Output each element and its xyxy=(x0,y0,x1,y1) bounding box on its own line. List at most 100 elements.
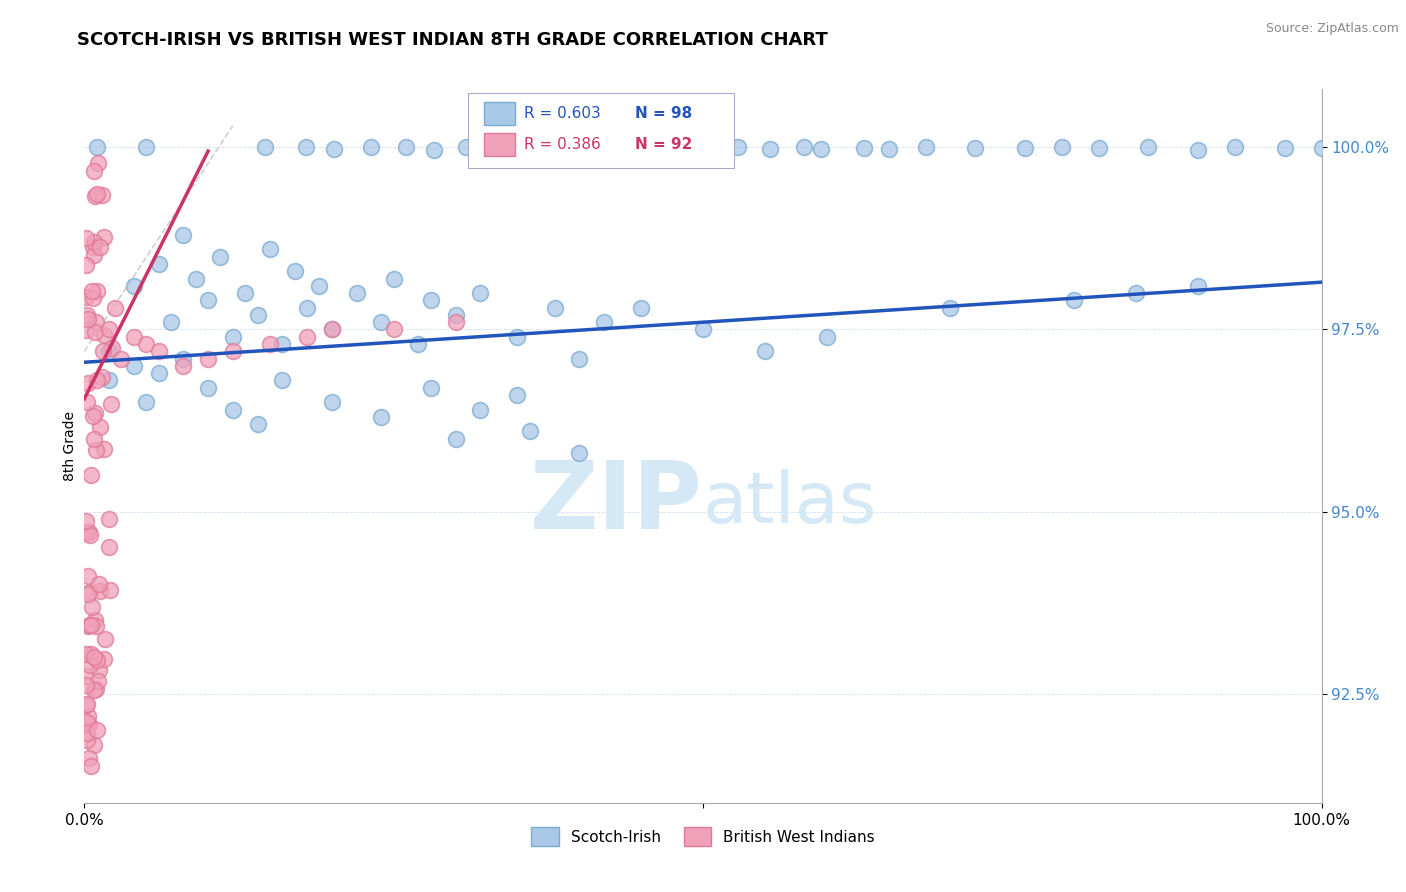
Point xyxy=(77,751,100,765)
Point xyxy=(616,141,638,155)
Point xyxy=(593,315,616,329)
Point xyxy=(84,443,107,458)
Point xyxy=(79,617,101,632)
Point xyxy=(454,140,477,154)
Point xyxy=(122,278,145,293)
Point xyxy=(135,140,157,154)
Point xyxy=(89,420,111,434)
Point xyxy=(568,446,591,460)
Point xyxy=(98,344,121,359)
Point xyxy=(419,381,441,395)
Point xyxy=(75,290,97,304)
Text: ZIP: ZIP xyxy=(530,457,703,549)
Point xyxy=(86,187,108,202)
Point xyxy=(91,344,114,359)
Point xyxy=(640,140,662,154)
Point xyxy=(79,658,101,673)
Point xyxy=(98,322,121,336)
Point xyxy=(93,328,115,343)
Point xyxy=(295,330,318,344)
Point xyxy=(321,395,343,409)
Point xyxy=(82,240,104,254)
Point xyxy=(76,395,98,409)
Point xyxy=(75,323,97,337)
Point xyxy=(75,698,97,712)
Text: SCOTCH-IRISH VS BRITISH WEST INDIAN 8TH GRADE CORRELATION CHART: SCOTCH-IRISH VS BRITISH WEST INDIAN 8TH … xyxy=(77,31,828,49)
Point xyxy=(1274,141,1296,155)
Point xyxy=(77,717,100,731)
Point xyxy=(86,374,108,388)
Point xyxy=(295,301,318,315)
Point xyxy=(86,723,108,737)
Point xyxy=(482,140,505,154)
Point xyxy=(707,140,730,154)
Point xyxy=(77,525,100,540)
Point xyxy=(470,286,492,301)
Point xyxy=(793,140,815,154)
Point xyxy=(259,337,281,351)
Point xyxy=(422,143,444,157)
Point xyxy=(79,618,101,632)
Point xyxy=(621,140,644,154)
Point xyxy=(1223,140,1246,154)
Point xyxy=(754,344,776,359)
Point xyxy=(382,271,405,285)
Point xyxy=(672,141,695,155)
Point xyxy=(76,733,98,747)
Point xyxy=(172,351,194,366)
Point xyxy=(77,586,100,600)
Point xyxy=(222,402,245,417)
Point xyxy=(914,140,936,154)
Point xyxy=(79,759,101,773)
Point xyxy=(75,668,97,682)
Point xyxy=(370,409,392,424)
Point xyxy=(360,140,382,154)
FancyBboxPatch shape xyxy=(484,133,515,155)
Point xyxy=(692,322,714,336)
Point xyxy=(1088,141,1111,155)
Point xyxy=(89,577,111,591)
Point xyxy=(444,432,467,446)
Point xyxy=(419,293,441,308)
Point xyxy=(965,141,987,155)
Point xyxy=(87,663,110,677)
Point xyxy=(76,726,98,740)
Point xyxy=(93,652,115,666)
Point xyxy=(75,677,97,691)
FancyBboxPatch shape xyxy=(468,93,734,168)
Point xyxy=(148,366,170,380)
Text: N = 92: N = 92 xyxy=(636,136,692,152)
Point xyxy=(84,315,107,329)
Point xyxy=(470,402,492,417)
Point xyxy=(727,140,749,154)
Point xyxy=(83,432,105,446)
Point xyxy=(97,512,120,526)
Point xyxy=(444,308,467,322)
Point xyxy=(75,647,97,661)
Point xyxy=(160,315,183,329)
Point xyxy=(98,374,121,388)
Point xyxy=(87,156,110,170)
Point xyxy=(75,514,97,528)
Point xyxy=(76,308,98,322)
Point xyxy=(89,584,111,599)
Point xyxy=(382,322,405,336)
Point xyxy=(75,258,97,272)
Point xyxy=(233,286,256,301)
Point xyxy=(84,406,107,420)
Point xyxy=(84,189,107,203)
Point xyxy=(82,409,104,423)
Point xyxy=(1063,293,1085,308)
Point xyxy=(93,229,115,244)
Point xyxy=(79,585,101,599)
Point xyxy=(553,141,575,155)
Point xyxy=(1310,141,1333,155)
Point xyxy=(148,257,170,271)
Point xyxy=(246,417,269,432)
Point xyxy=(506,330,529,344)
Text: atlas: atlas xyxy=(703,468,877,538)
Point xyxy=(506,388,529,402)
Point xyxy=(284,264,307,278)
Point xyxy=(939,301,962,315)
Point xyxy=(83,682,105,697)
